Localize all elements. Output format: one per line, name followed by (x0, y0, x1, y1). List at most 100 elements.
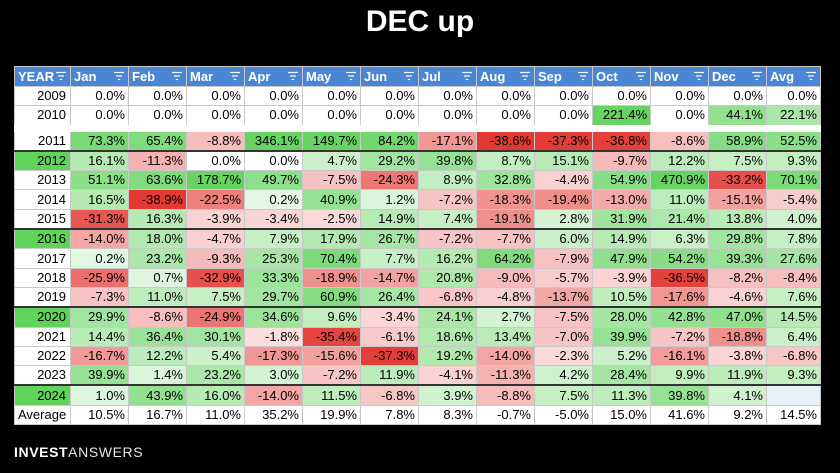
table-row: 2023 39.9% 1.4% 23.2% 3.0% -7.2% 11.9% -4.1% -11… (14, 365, 821, 386)
table-row: 2019 -7.3% 11.0% 7.5% 29.7% 60.9% 26.4% -6.8% -4… (14, 286, 821, 308)
column-header-jun[interactable]: Jun (360, 66, 419, 87)
return-cell: 20.8% (418, 267, 477, 288)
return-cell: 4.1% (708, 384, 767, 406)
return-cell: 70.1% (766, 170, 821, 191)
return-cell: -38.6% (476, 127, 535, 152)
filter-icon[interactable] (288, 71, 298, 81)
return-cell: 65.4% (128, 127, 187, 152)
average-cell: 35.2% (244, 404, 303, 426)
return-cell: 39.9% (70, 365, 129, 386)
return-cell: -7.5% (302, 170, 361, 191)
return-cell: -7.2% (418, 189, 477, 210)
table-header-row: YEAR Jan Feb Mar Apr May Jun Jul Aug Sep Oct Nov Dec… (14, 66, 821, 87)
return-cell: 14.9% (360, 208, 419, 230)
table-row: 2024 1.0% 43.9% 16.0% -14.0% 11.5% -6.8% 3.9% -8… (14, 384, 821, 406)
average-label: Average (14, 404, 71, 426)
year-cell: 2023 (14, 365, 71, 386)
table-row: 2021 14.4% 36.4% 30.1% -1.8% -35.4% -6.1% 18.6%… (14, 326, 821, 347)
return-cell: -13.7% (534, 286, 593, 308)
return-cell: -5.4% (766, 189, 821, 210)
return-cell: -4.8% (476, 286, 535, 308)
column-header-label: Aug (480, 68, 506, 84)
year-cell: 2016 (14, 228, 71, 250)
return-cell: 47.9% (592, 248, 651, 269)
column-header-apr[interactable]: Apr (244, 66, 303, 87)
column-header-dec[interactable]: Dec (708, 66, 767, 87)
column-header-sep[interactable]: Sep (534, 66, 593, 87)
average-cell: -5.0% (534, 404, 593, 426)
return-cell: -19.1% (476, 208, 535, 230)
return-cell: 8.7% (476, 149, 535, 172)
return-cell: 33.3% (244, 267, 303, 288)
return-cell: -3.9% (592, 267, 651, 288)
return-cell: 26.7% (360, 228, 419, 250)
table-row: 2016 -14.0% 18.0% -4.7% 7.9% 17.9% 26.7% -7.2% -… (14, 228, 821, 250)
return-cell: 24.1% (418, 306, 477, 328)
return-cell: 16.2% (418, 248, 477, 269)
column-header-jul[interactable]: Jul (418, 66, 477, 87)
average-cell: -0.7% (476, 404, 535, 426)
column-header-nov[interactable]: Nov (650, 66, 709, 87)
filter-icon[interactable] (520, 71, 530, 81)
return-cell: 34.6% (244, 306, 303, 328)
return-cell: 49.7% (244, 170, 303, 191)
return-cell: 13.8% (708, 208, 767, 230)
column-header-aug[interactable]: Aug (476, 66, 535, 87)
column-header-oct[interactable]: Oct (592, 66, 651, 87)
column-header-feb[interactable]: Feb (128, 66, 187, 87)
average-cell: 7.8% (360, 404, 419, 426)
filter-icon[interactable] (346, 71, 356, 81)
return-cell: 2.8% (534, 208, 593, 230)
return-cell: -3.4% (244, 208, 303, 230)
table-row: 2018 -25.9% 0.7% -32.9% 33.3% -18.9% -14.7% 20.… (14, 267, 821, 288)
year-cell: 2020 (14, 306, 71, 328)
filter-icon[interactable] (578, 71, 588, 81)
filter-icon[interactable] (230, 71, 240, 81)
return-cell: -18.8% (708, 326, 767, 347)
return-cell: 39.8% (650, 384, 709, 406)
return-cell: -7.3% (70, 286, 129, 308)
return-cell: 221.4% (592, 105, 651, 132)
return-cell: 0.0% (186, 149, 245, 172)
filter-icon[interactable] (752, 71, 762, 81)
column-header-avg[interactable]: Avg (766, 66, 821, 87)
column-header-label: Jul (422, 68, 441, 84)
return-cell: 0.0% (650, 85, 709, 107)
return-cell: 47.0% (708, 306, 767, 328)
average-cell: 41.6% (650, 404, 709, 426)
return-cell: -17.1% (418, 127, 477, 152)
filter-icon[interactable] (636, 71, 646, 81)
return-cell: 1.2% (360, 189, 419, 210)
return-cell: -32.9% (186, 267, 245, 288)
filter-icon[interactable] (694, 71, 704, 81)
column-header-may[interactable]: May (302, 66, 361, 87)
return-cell: 6.4% (766, 326, 821, 347)
year-cell: 2018 (14, 267, 71, 288)
table-row: 2022 -16.7% 12.2% 5.4% -17.3% -15.6% -37.3% 19.… (14, 345, 821, 367)
filter-icon[interactable] (56, 71, 66, 81)
return-cell: -11.3% (128, 149, 187, 172)
column-header-jan[interactable]: Jan (70, 66, 129, 87)
column-header-year[interactable]: YEAR (14, 66, 71, 87)
return-cell: -6.8% (360, 384, 419, 406)
return-cell: -6.8% (766, 345, 821, 367)
return-cell: 7.9% (244, 228, 303, 250)
filter-icon[interactable] (462, 71, 472, 81)
filter-icon[interactable] (806, 71, 816, 81)
column-header-mar[interactable]: Mar (186, 66, 245, 87)
average-cell: 14.5% (766, 404, 821, 426)
filter-icon[interactable] (172, 71, 182, 81)
return-cell: 4.0% (766, 208, 821, 230)
return-cell: -37.3% (360, 345, 419, 367)
return-cell: 0.0% (244, 149, 303, 172)
column-header-label: Jun (364, 68, 388, 84)
filter-icon[interactable] (114, 71, 124, 81)
return-cell: 29.7% (244, 286, 303, 308)
brand-logo: INVESTANSWERS (14, 444, 143, 460)
year-cell: 2010 (14, 105, 71, 132)
return-cell: -16.1% (650, 345, 709, 367)
return-cell: -14.7% (360, 267, 419, 288)
return-cell: 149.7% (302, 127, 361, 152)
filter-icon[interactable] (404, 71, 414, 81)
return-cell: 0.0% (302, 105, 361, 132)
